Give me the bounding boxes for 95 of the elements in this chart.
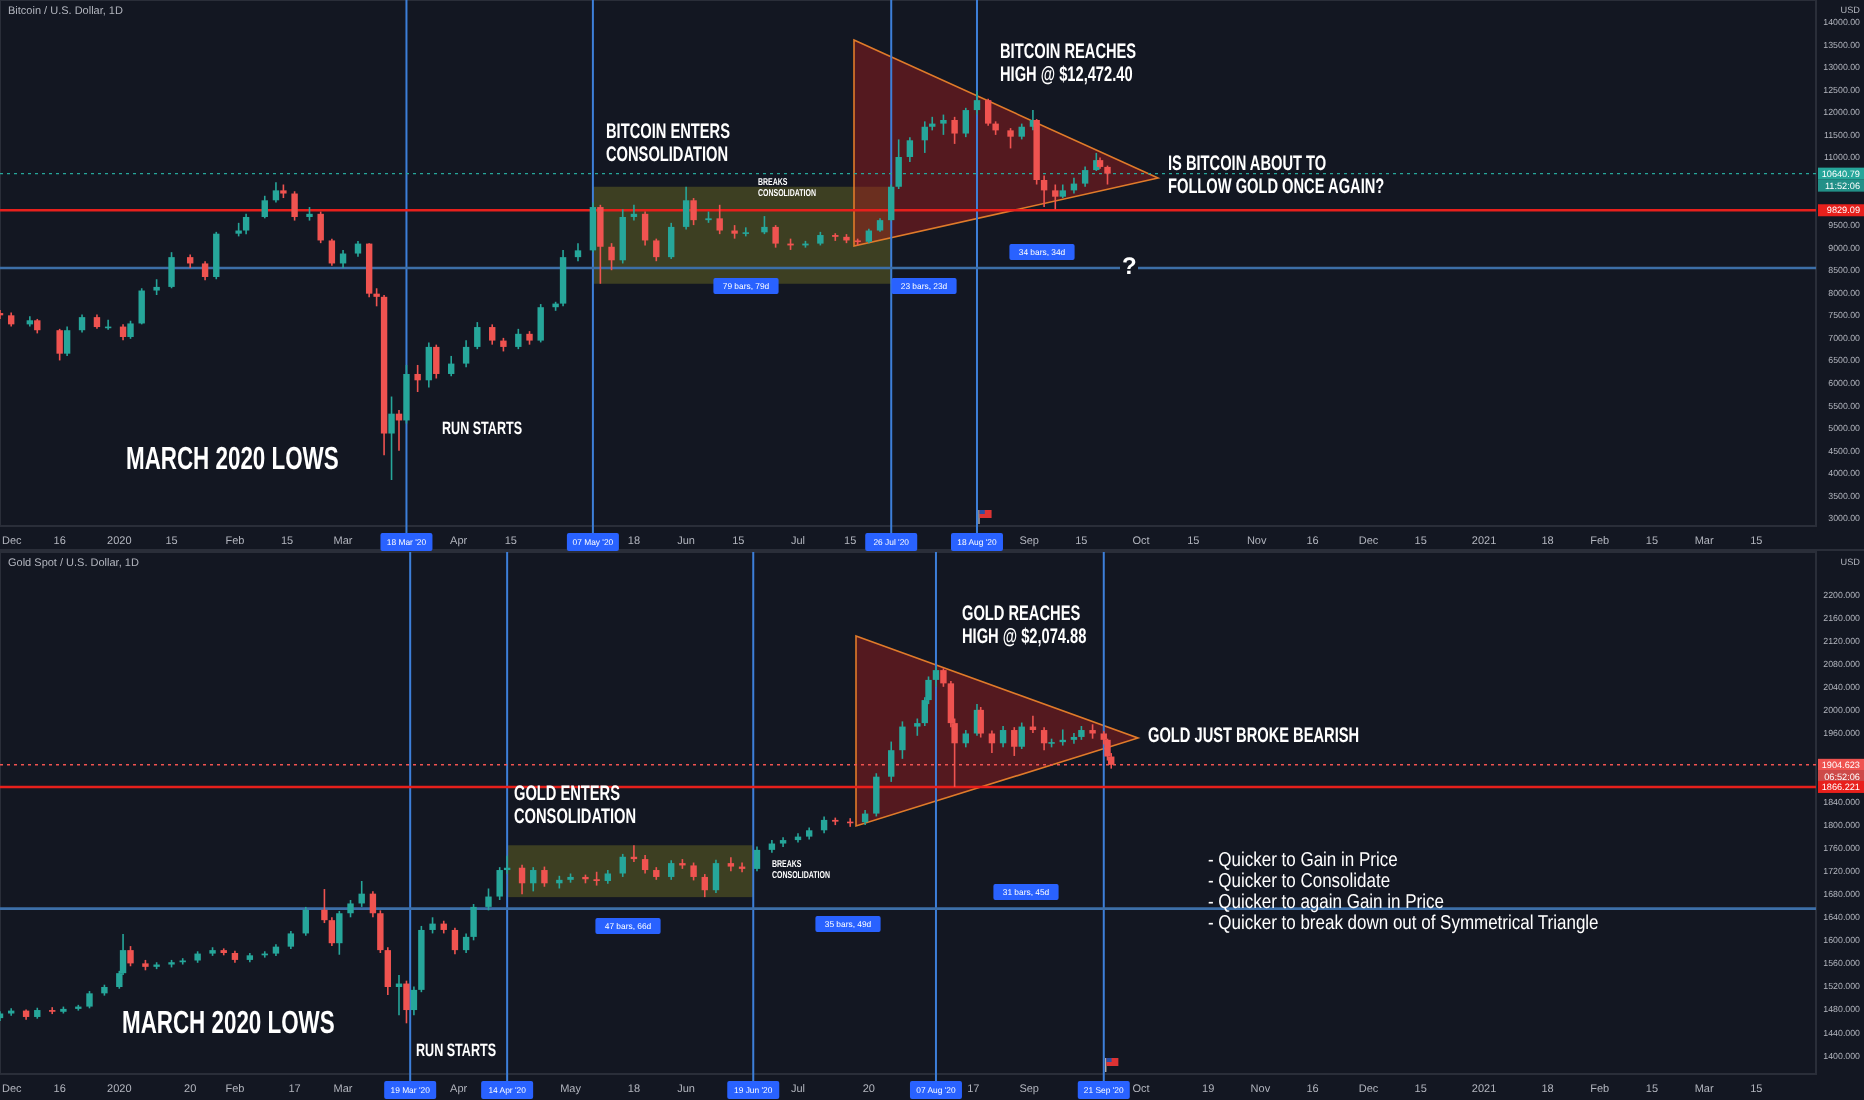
candlestick <box>317 210 324 244</box>
candlestick <box>462 339 470 369</box>
annotation: IS BITCOIN ABOUT TO FOLLOW GOLD ONCE AGAIN? <box>1168 152 1385 199</box>
candlestick <box>712 858 720 894</box>
candlestick <box>56 328 63 362</box>
candlestick <box>668 222 675 260</box>
candlestick <box>951 116 958 145</box>
annotation: RUN STARTS <box>442 416 523 438</box>
candlestick <box>597 204 604 285</box>
candlestick <box>716 204 723 235</box>
candlestick <box>940 113 947 136</box>
candlestick <box>127 945 134 968</box>
candlestick <box>63 325 71 357</box>
candlestick <box>772 224 779 249</box>
candlestick <box>962 107 969 138</box>
candlestick <box>727 856 735 872</box>
candlestick <box>201 260 209 281</box>
candlestick <box>272 181 280 204</box>
candlestick <box>451 926 459 955</box>
candlestick <box>291 190 298 222</box>
candlestick <box>414 364 421 393</box>
candlestick <box>899 720 906 760</box>
candlestick <box>608 242 615 272</box>
candlestick <box>168 251 175 290</box>
candlestick <box>753 845 761 872</box>
candlestick <box>515 328 522 350</box>
candlestick <box>1104 164 1111 186</box>
annotation: - Quicker to again Gain in Price <box>1208 891 1444 913</box>
candlestick <box>425 341 433 389</box>
annotation: BITCOIN ENTERS CONSOLIDATION <box>606 120 730 167</box>
candlestick <box>589 201 597 253</box>
candlestick <box>988 729 996 754</box>
candlestick <box>690 197 697 226</box>
candlestick <box>537 303 544 344</box>
candlestick <box>888 740 895 783</box>
candlestick <box>630 204 638 222</box>
candlestick <box>906 136 914 163</box>
annotation: GOLD REACHES HIGH @ $2,074.88 <box>962 602 1087 649</box>
candlestick <box>541 865 548 888</box>
candlestick <box>433 343 440 380</box>
candlestick <box>336 910 343 956</box>
annotation: MARCH 2020 LOWS <box>122 1003 335 1042</box>
candlestick <box>1011 726 1018 757</box>
candlestick <box>973 90 981 116</box>
candlestick <box>653 237 660 262</box>
candlestick <box>518 864 526 896</box>
candlestick <box>641 854 649 875</box>
candlestick <box>49 1006 56 1015</box>
candlestick <box>448 355 455 378</box>
candlestick <box>977 706 984 739</box>
candlestick <box>668 859 675 881</box>
candlestick <box>328 237 336 267</box>
candlestick <box>1018 721 1025 750</box>
candlestick <box>873 772 880 818</box>
candlestick <box>619 208 626 265</box>
candlestick <box>999 725 1007 749</box>
annotation: GOLD JUST BROKE BEARISH <box>1148 724 1360 748</box>
candlestick <box>138 287 145 326</box>
candlestick <box>619 853 626 878</box>
candlestick <box>403 979 410 1025</box>
candlestick <box>742 226 749 238</box>
candlestick <box>1040 726 1048 751</box>
candlestick <box>179 957 186 966</box>
candlestick <box>127 319 134 340</box>
annotation: GOLD ENTERS CONSOLIDATION <box>514 782 637 829</box>
candlestick <box>574 242 582 262</box>
candlestick <box>1007 127 1014 150</box>
candlestick <box>213 231 220 281</box>
annotation: - Quicker to Consolidate <box>1208 870 1391 892</box>
candlestick <box>403 364 410 425</box>
candlestick <box>682 185 690 231</box>
annotation: - Quicker to Gain in Price <box>1208 849 1398 871</box>
annotation: ? <box>1122 251 1137 280</box>
candlestick <box>701 873 708 898</box>
candlestick <box>388 395 395 481</box>
candlestick <box>489 323 496 346</box>
candlestick <box>328 916 336 947</box>
candlestick <box>921 120 928 154</box>
annotation: RUN STARTS <box>416 1038 497 1060</box>
candlestick <box>559 249 567 308</box>
annotation: BITCOIN REACHES HIGH @ $12,472.40 <box>1000 40 1137 87</box>
candlestick <box>78 313 86 334</box>
candlestick <box>761 215 768 235</box>
candlestick <box>984 97 992 127</box>
candlestick <box>530 866 537 893</box>
candlestick <box>641 210 649 247</box>
annotation: MARCH 2020 LOWS <box>126 439 339 478</box>
candlestick <box>485 887 492 912</box>
candlestick <box>242 213 250 235</box>
candlestick <box>302 906 309 937</box>
candlestick <box>474 321 481 350</box>
annotation: - Quicker to break down out of Symmetrical Triangle <box>1208 912 1599 934</box>
candlestick <box>1052 183 1059 211</box>
candlestick <box>261 194 268 220</box>
candlestick <box>832 232 839 242</box>
